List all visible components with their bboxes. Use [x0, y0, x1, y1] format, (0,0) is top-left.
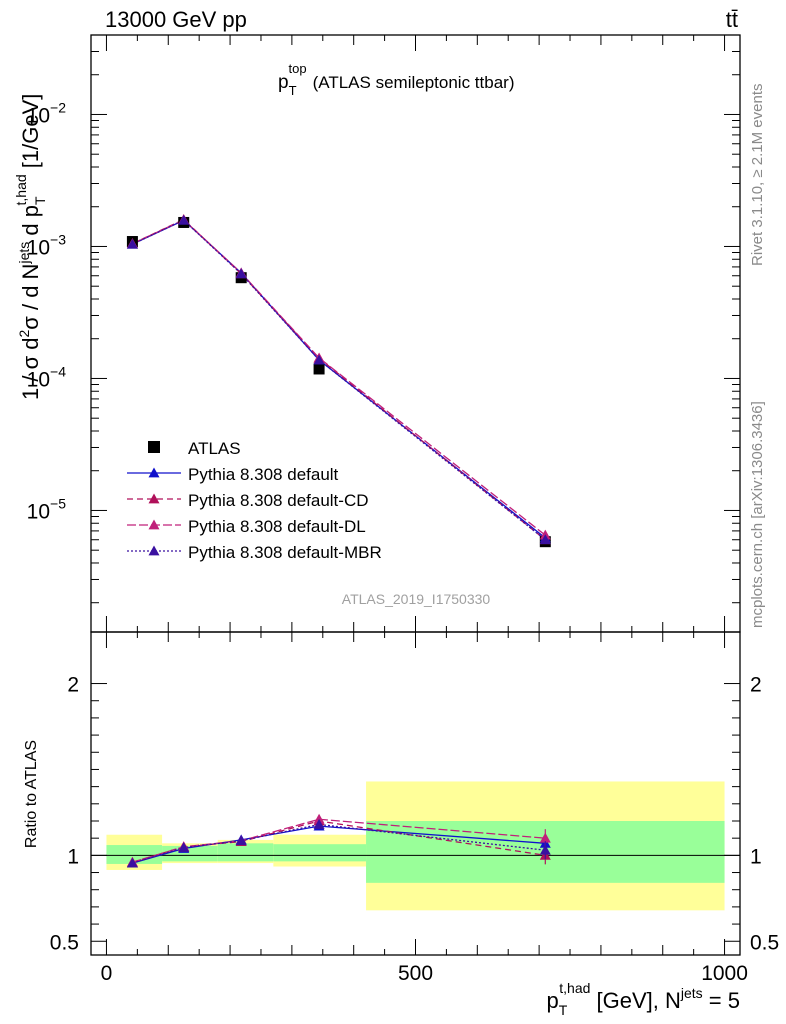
plot-title-sub: T — [289, 83, 297, 98]
atlas-data-point — [313, 363, 325, 375]
rivet-label: Rivet 3.1.10, ≥ 2.1M events — [749, 84, 766, 267]
ratio-point-mbr — [126, 857, 138, 868]
ratio-y-tick-label-left: 1 — [67, 845, 79, 868]
ratio-point-mbr — [178, 842, 190, 853]
ratio-y-tick-label-left: 0.5 — [50, 931, 79, 954]
legend-label-atlas: ATLAS — [188, 439, 241, 458]
uncertainty-band-inner — [217, 843, 274, 862]
main-panel: 10−5 10−4 10−3 10−2 pTtop (ATLAS semileptoni… — [27, 34, 741, 633]
x-tick-label: 0 — [101, 962, 113, 985]
x-tick-label: 1000 — [701, 962, 748, 985]
y-tick-label: 10−5 — [27, 495, 67, 523]
header-process: tt̄ — [726, 7, 738, 32]
legend-marker-dl — [148, 519, 160, 530]
analysis-watermark: ATLAS_2019_I1750330 — [342, 591, 491, 607]
legend-marker-default — [148, 467, 160, 478]
series-point-mbr — [126, 238, 138, 249]
series-point-mbr — [539, 534, 551, 545]
y-tick-label: 10−2 — [27, 99, 67, 127]
ratio-y-tick-label-left: 2 — [67, 674, 79, 697]
ratio-point-dl — [313, 813, 325, 824]
legend-marker-atlas — [148, 441, 160, 453]
uncertainty-band-inner — [162, 845, 218, 862]
plot-title: pTtop (ATLAS semileptonic ttbar) — [278, 61, 514, 98]
y-tick-label: 10−4 — [27, 363, 67, 391]
legend-label-mbr: Pythia 8.308 default-MBR — [188, 543, 382, 562]
header-collision: 13000 GeV pp — [105, 7, 247, 32]
series-point-mbr — [313, 354, 325, 365]
ratio-y-tick-label-right: 2 — [750, 674, 762, 697]
main-y-axis-label: 1 / σ d2σ / d Njets d pTt,had [1/GeV] — [13, 94, 48, 400]
series-line-mbr — [132, 219, 546, 541]
series-line-dl — [132, 219, 546, 536]
y-tick-label: 10−3 — [27, 231, 67, 259]
plot-title-p: p — [278, 72, 289, 93]
plot-title-rest: (ATLAS semileptonic ttbar) — [313, 73, 515, 92]
x-axis-label: pTt,had [GeV], Njets = 5 — [546, 980, 740, 1018]
series-point-mbr — [178, 214, 190, 225]
uncertainty-band-inner — [273, 844, 367, 862]
ratio-point-mbr — [539, 844, 551, 855]
legend-marker-cd — [148, 493, 160, 504]
mcplots-label: mcplots.cern.ch [arXiv:1306.3436] — [749, 401, 766, 628]
legend-label-dl: Pythia 8.308 default-DL — [188, 517, 366, 536]
ratio-y-axis-label: Ratio to ATLAS — [23, 740, 40, 848]
ratio-point-mbr — [313, 818, 325, 829]
ratio-point-dl — [539, 832, 551, 843]
series-point-mbr — [235, 268, 247, 279]
ratio-y-tick-label-right: 0.5 — [750, 931, 779, 954]
plot-title-sup: top — [289, 61, 307, 76]
legend-label-cd: Pythia 8.308 default-CD — [188, 491, 369, 510]
legend-label-default: Pythia 8.308 default — [188, 465, 339, 484]
ratio-y-tick-label-right: 1 — [750, 845, 762, 868]
legend-marker-mbr — [148, 545, 160, 556]
ratio-point-mbr — [235, 835, 247, 846]
x-tick-label: 500 — [398, 962, 433, 985]
legend: ATLAS Pythia 8.308 default Pythia 8.308 de… — [127, 439, 382, 562]
